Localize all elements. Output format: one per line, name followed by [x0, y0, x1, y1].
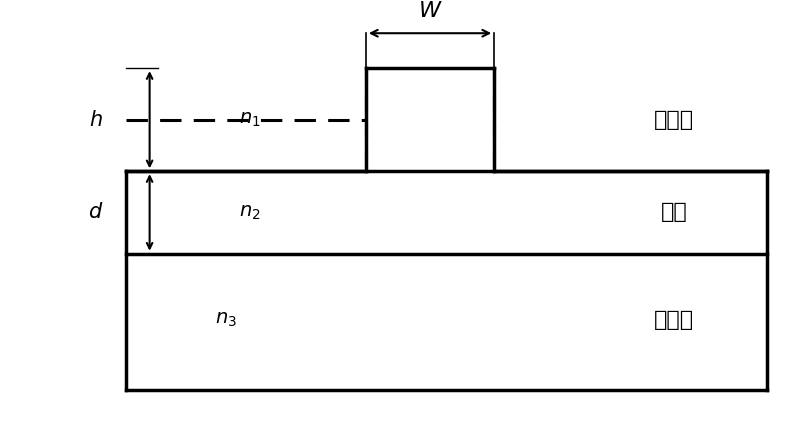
Text: $W$: $W$ — [418, 0, 442, 21]
Text: $n_3$: $n_3$ — [214, 310, 236, 329]
Text: $n_1$: $n_1$ — [238, 110, 260, 129]
Text: 上包层: 上包层 — [654, 110, 694, 130]
Text: $n_2$: $n_2$ — [238, 203, 260, 222]
Text: 下包层: 下包层 — [654, 309, 694, 330]
Text: 芯层: 芯层 — [660, 202, 687, 223]
Text: $h$: $h$ — [89, 110, 103, 130]
Text: $d$: $d$ — [88, 202, 104, 223]
